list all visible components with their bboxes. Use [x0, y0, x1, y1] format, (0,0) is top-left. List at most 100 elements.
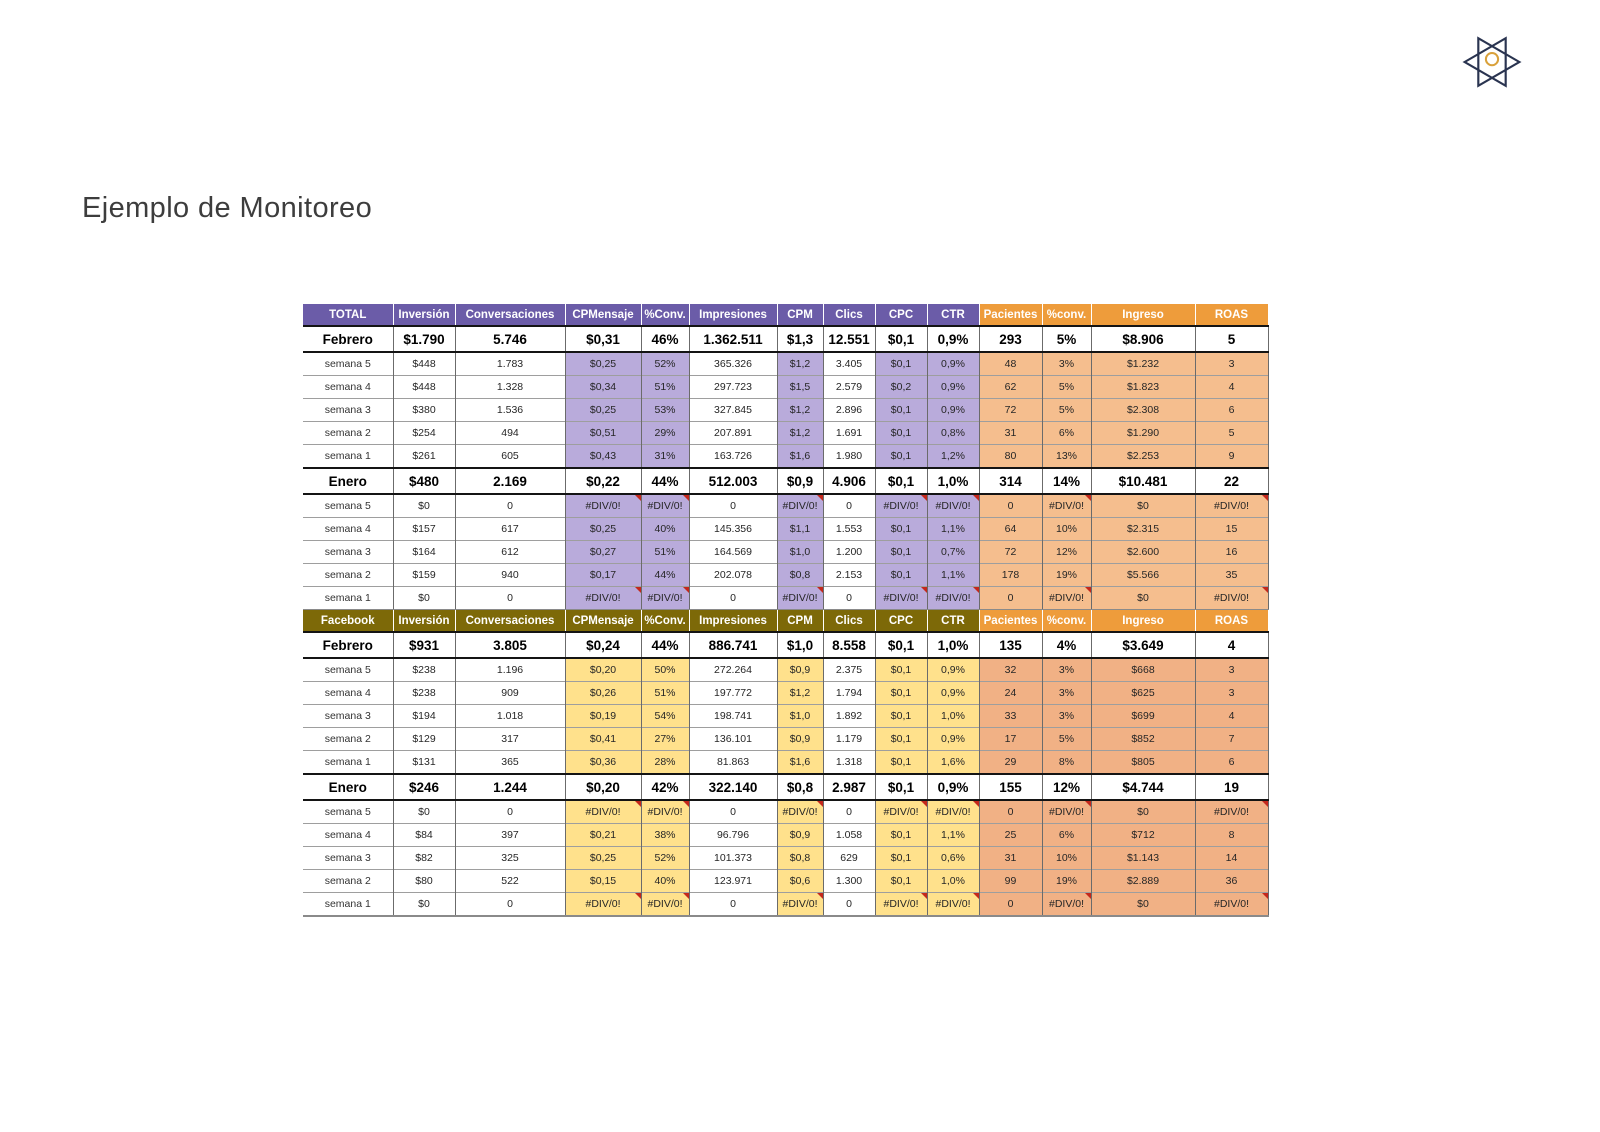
data-cell: $0,1 — [875, 773, 928, 801]
data-cell: 0 — [823, 493, 876, 518]
data-cell: 1.179 — [823, 727, 876, 751]
data-cell: $0,27 — [565, 540, 642, 564]
data-cell: 6 — [1195, 398, 1269, 422]
comment-flag-icon — [682, 495, 689, 501]
data-cell: $0,26 — [565, 681, 642, 705]
data-cell: $1,6 — [777, 750, 824, 774]
data-cell: $0,1 — [875, 750, 928, 774]
data-cell: 4 — [1195, 704, 1269, 728]
row-label: semana 4 — [303, 823, 394, 847]
data-cell: #DIV/0! — [641, 799, 690, 824]
column-header-pacientes: Pacientes — [979, 610, 1043, 632]
data-cell: 164.569 — [689, 540, 778, 564]
data-cell: 2.579 — [823, 375, 876, 399]
week-row: semana 4 $448 1.328 $0,34 51% 297.723 $1,5 2.57… — [303, 375, 1269, 399]
column-header-conversaciones: Conversaciones — [455, 610, 566, 632]
data-cell: #DIV/0! — [1195, 586, 1269, 611]
header-row: TOTAL Inversión Conversaciones CPMensaje %Co… — [303, 304, 1269, 326]
data-cell: $0,9 — [777, 823, 824, 847]
column-header-impresiones: Impresiones — [689, 610, 778, 632]
column-header-facebook: Facebook — [303, 610, 394, 632]
data-cell: $1.823 — [1091, 375, 1196, 399]
data-cell: $448 — [393, 375, 456, 399]
data-cell: $10.481 — [1091, 467, 1196, 495]
data-cell: 297.723 — [689, 375, 778, 399]
data-cell: $131 — [393, 750, 456, 774]
data-cell: 197.772 — [689, 681, 778, 705]
data-cell: 522 — [455, 869, 566, 893]
row-label: semana 4 — [303, 517, 394, 541]
data-cell: 19 — [1195, 773, 1269, 801]
data-cell: 0,9% — [927, 681, 980, 705]
data-cell: 0,6% — [927, 846, 980, 870]
data-cell: 53% — [641, 398, 690, 422]
data-cell: #DIV/0! — [875, 586, 928, 611]
comment-flag-icon — [1084, 801, 1091, 807]
week-row: semana 1 $261 605 $0,43 31% 163.726 $1,6 1.980 $… — [303, 444, 1269, 468]
column-header-cpc: CPC — [875, 304, 928, 326]
data-cell: 629 — [823, 846, 876, 870]
comment-flag-icon — [634, 587, 641, 593]
data-cell: 2.987 — [823, 773, 876, 801]
data-cell: 135 — [979, 631, 1043, 659]
row-label: semana 5 — [303, 493, 394, 518]
data-cell: #DIV/0! — [1195, 799, 1269, 824]
data-cell: $0,34 — [565, 375, 642, 399]
data-cell: 36 — [1195, 869, 1269, 893]
data-cell: 25 — [979, 823, 1043, 847]
data-cell: 0 — [979, 493, 1043, 518]
data-cell: $0,25 — [565, 517, 642, 541]
data-cell: 8% — [1042, 750, 1092, 774]
column-header-ctr: CTR — [927, 304, 980, 326]
data-cell: 51% — [641, 375, 690, 399]
data-cell: #DIV/0! — [875, 493, 928, 518]
data-cell: 27% — [641, 727, 690, 751]
data-cell: $448 — [393, 351, 456, 376]
data-cell: 2.169 — [455, 467, 566, 495]
data-cell: $0,21 — [565, 823, 642, 847]
data-cell: #DIV/0! — [927, 586, 980, 611]
data-cell: 24 — [979, 681, 1043, 705]
week-row: semana 3 $380 1.536 $0,25 53% 327.845 $1,2 2.89… — [303, 398, 1269, 422]
data-cell: 0,9% — [927, 773, 980, 801]
data-cell: 17 — [979, 727, 1043, 751]
data-cell: $1,2 — [777, 421, 824, 445]
data-cell: 365.326 — [689, 351, 778, 376]
data-cell: $0,8 — [777, 773, 824, 801]
data-cell: 365 — [455, 750, 566, 774]
data-cell: $0,1 — [875, 727, 928, 751]
data-cell: $805 — [1091, 750, 1196, 774]
data-cell: $0,1 — [875, 823, 928, 847]
data-cell: 0 — [823, 799, 876, 824]
data-cell: 1.691 — [823, 421, 876, 445]
comment-flag-icon — [920, 801, 927, 807]
row-label: semana 2 — [303, 869, 394, 893]
comment-flag-icon — [1084, 587, 1091, 593]
data-cell: 0 — [689, 892, 778, 917]
column-header-clics: Clics — [823, 304, 876, 326]
column-header-conv: %conv. — [1042, 610, 1092, 632]
comment-flag-icon — [1261, 801, 1268, 807]
data-cell: 8.558 — [823, 631, 876, 659]
data-cell: $0,6 — [777, 869, 824, 893]
comment-flag-icon — [682, 801, 689, 807]
column-header-pacientes: Pacientes — [979, 304, 1043, 326]
data-cell: $129 — [393, 727, 456, 751]
data-cell: 10% — [1042, 517, 1092, 541]
data-cell: 4 — [1195, 375, 1269, 399]
data-cell: $0,1 — [875, 444, 928, 468]
data-cell: 155 — [979, 773, 1043, 801]
data-cell: $0,1 — [875, 563, 928, 587]
row-label: semana 3 — [303, 540, 394, 564]
comment-flag-icon — [972, 893, 979, 899]
table-total: TOTAL Inversión Conversaciones CPMensaje %Co… — [303, 304, 1269, 611]
data-cell: 2.896 — [823, 398, 876, 422]
row-label: semana 4 — [303, 681, 394, 705]
data-cell: 1.018 — [455, 704, 566, 728]
data-cell: 32 — [979, 657, 1043, 682]
data-cell: 397 — [455, 823, 566, 847]
star-center-circle — [1484, 51, 1500, 67]
data-cell: 886.741 — [689, 631, 778, 659]
column-header-clics: Clics — [823, 610, 876, 632]
data-cell: $2.253 — [1091, 444, 1196, 468]
